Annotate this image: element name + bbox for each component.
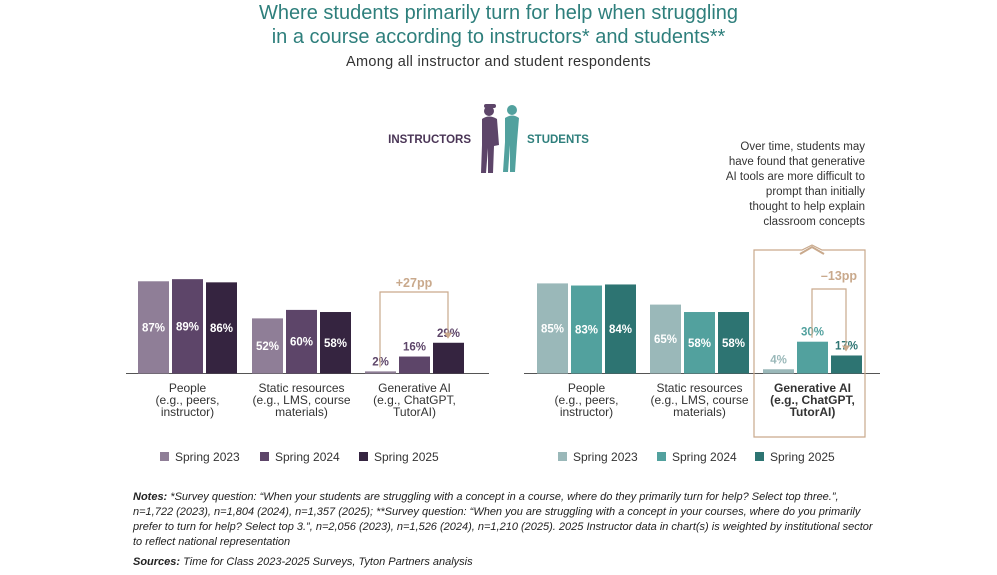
callout-text: AI tools are more difficult to — [726, 171, 865, 183]
annotation-label: –13pp — [821, 269, 857, 283]
panel-label: INSTRUCTORS — [388, 134, 471, 146]
bar — [138, 281, 169, 374]
notes-label: Notes: — [133, 491, 168, 503]
legend-swatch — [657, 452, 666, 461]
chart-title-line1: Where students primarily turn for help w… — [258, 2, 739, 24]
notes: Notes: *Survey question: “When your stud… — [133, 490, 873, 550]
chart-subtitle: Among all instructor and student respond… — [346, 54, 651, 70]
category-label: Static resources — [656, 381, 742, 395]
legend-swatch — [359, 452, 368, 461]
annotation-bracket — [811, 288, 847, 350]
category-label: Generative AI — [774, 381, 851, 395]
bar — [537, 283, 568, 374]
legend-swatch — [160, 452, 169, 461]
legend-label: Spring 2023 — [175, 450, 240, 464]
sources-label: Sources: — [133, 556, 181, 568]
category-label: People — [568, 381, 606, 395]
callout-text: thought to help explain — [749, 201, 865, 213]
sources: Sources: Time for Class 2023-2025 Survey… — [133, 555, 873, 570]
data-label: 58% — [722, 338, 745, 350]
legend-label: Spring 2025 — [770, 450, 835, 464]
bar — [365, 371, 396, 374]
annotation-arrow — [842, 345, 850, 352]
data-label: 87% — [142, 322, 165, 334]
bar — [684, 312, 715, 374]
data-label: 65% — [654, 334, 677, 346]
data-label: 85% — [541, 323, 564, 335]
chart-title-line2: in a course according to instructors* an… — [271, 26, 726, 48]
bar — [718, 312, 749, 374]
bar — [399, 356, 430, 374]
category-label: Static resources — [258, 381, 344, 395]
notes-text: *Survey question: “When your students ar… — [133, 491, 873, 548]
sources-text: Time for Class 2023-2025 Surveys, Tyton … — [180, 556, 473, 568]
annotation-bracket — [379, 291, 449, 368]
highlight-box — [753, 244, 866, 438]
bar — [206, 282, 237, 374]
data-label: 58% — [324, 338, 347, 350]
legend-label: Spring 2025 — [374, 450, 439, 464]
bar — [650, 304, 681, 374]
bar — [433, 342, 464, 374]
highlight-chevron — [799, 245, 825, 255]
legend-swatch — [558, 452, 567, 461]
category-label: (e.g., peers, — [155, 393, 219, 407]
legend-label: Spring 2023 — [573, 450, 638, 464]
category-label: (e.g., ChatGPT, — [770, 393, 855, 407]
data-label: 4% — [770, 354, 787, 366]
data-label: 60% — [290, 337, 313, 349]
data-label: 84% — [609, 324, 632, 336]
panel-label: STUDENTS — [527, 134, 589, 146]
bar — [320, 312, 351, 374]
data-label: 52% — [256, 341, 279, 353]
data-label: 58% — [688, 338, 711, 350]
category-label: instructor) — [161, 405, 214, 419]
data-label: 16% — [403, 342, 426, 354]
callout-text: prompt than initially — [766, 186, 865, 198]
legend-label: Spring 2024 — [672, 450, 737, 464]
category-label: Generative AI — [378, 381, 451, 395]
category-label: (e.g., LMS, course — [650, 393, 748, 407]
data-label: 89% — [176, 321, 199, 333]
bar — [252, 318, 283, 374]
category-label: (e.g., LMS, course — [252, 393, 350, 407]
bar — [571, 285, 602, 374]
category-label: instructor) — [560, 405, 613, 419]
callout-text: classroom concepts — [763, 216, 865, 228]
data-label: 83% — [575, 325, 598, 337]
bar — [286, 309, 317, 374]
annotation-arrow — [444, 332, 452, 339]
bar — [763, 369, 794, 374]
category-label: (e.g., peers, — [554, 393, 618, 407]
category-label: TutorAI) — [790, 405, 836, 419]
category-label: (e.g., ChatGPT, — [373, 393, 456, 407]
legend-label: Spring 2024 — [275, 450, 340, 464]
callout-text: Over time, students may — [740, 141, 865, 153]
category-label: TutorAI) — [393, 405, 436, 419]
bar — [797, 341, 828, 374]
bar — [172, 279, 203, 374]
category-label: materials) — [275, 405, 328, 419]
bar — [605, 284, 636, 374]
category-label: People — [169, 381, 207, 395]
legend-swatch — [755, 452, 764, 461]
callout-text: have found that generative — [729, 156, 865, 168]
bar — [831, 355, 862, 374]
category-label: materials) — [673, 405, 726, 419]
legend-swatch — [260, 452, 269, 461]
people-icon — [481, 104, 519, 173]
data-label: 86% — [210, 323, 233, 335]
annotation-label: +27pp — [396, 276, 433, 290]
